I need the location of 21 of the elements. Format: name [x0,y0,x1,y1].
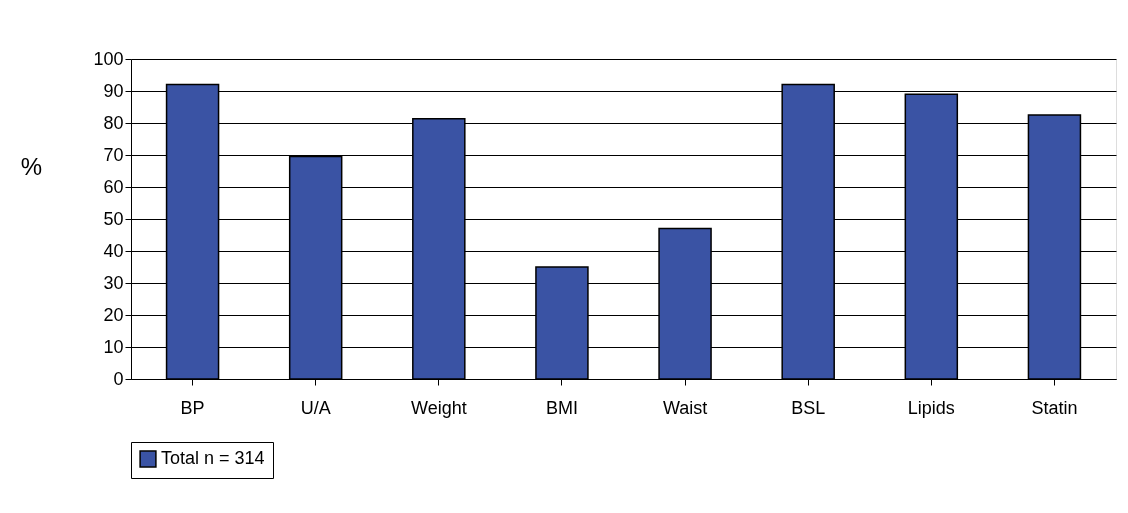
y-tick-label: 0 [113,368,124,389]
x-tick-label: Waist [662,397,708,418]
legend-label: Total n = 314 [161,448,265,468]
y-tick-label: 100 [93,48,124,69]
x-tick-label: BMI [545,397,578,418]
x-tick-label: Weight [410,397,467,418]
x-tick-label: BSL [791,397,826,418]
y-axis-title: % [20,152,43,180]
y-tick-label: 50 [103,208,124,229]
y-tick-label: 20 [103,304,124,325]
y-tick-label: 40 [103,240,124,261]
y-tick-label: 70 [103,144,124,165]
x-tick-label: U/A [300,397,331,418]
x-tick-label: BP [180,397,205,418]
y-tick-label: 30 [103,272,124,293]
x-tick-label: Lipids [907,397,955,418]
y-tick-label: 80 [103,112,124,133]
x-tick-label: Statin [1031,397,1078,418]
y-tick-label: 90 [103,80,124,101]
y-tick-label: 60 [103,176,124,197]
y-tick-label: 10 [103,336,124,357]
